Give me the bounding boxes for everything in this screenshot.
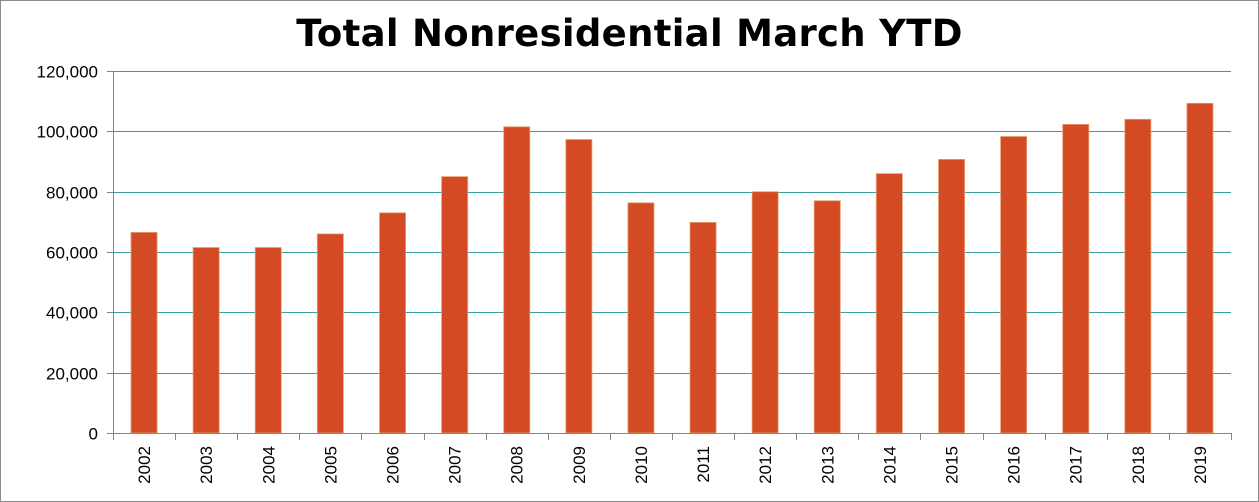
x-tick-label: 2008 (508, 446, 527, 484)
bar (1124, 118, 1152, 434)
bar (813, 200, 841, 434)
bar (1186, 102, 1214, 434)
bar (627, 202, 655, 434)
y-tick-label: 80,000 (46, 184, 98, 203)
bar (689, 221, 717, 434)
bar (192, 247, 220, 434)
bar (565, 139, 593, 434)
bar (875, 173, 903, 434)
bar (316, 233, 344, 434)
x-tick-label: 2014 (880, 446, 899, 484)
x-tick-label: 2019 (1191, 446, 1210, 484)
bars (130, 102, 1214, 434)
y-tick-label: 0 (89, 425, 98, 444)
chart-title: Total Nonresidential March YTD (296, 12, 963, 55)
y-tick-label: 120,000 (37, 63, 98, 82)
y-tick-label: 20,000 (46, 365, 98, 384)
x-tick-label: 2015 (943, 446, 962, 484)
x-tick-label: 2006 (384, 446, 403, 484)
y-axis-ticks: 0 20,000 40,000 60,000 80,000 100,000 120,000 (37, 63, 113, 444)
x-tick-label: 2009 (570, 446, 589, 484)
bar (751, 191, 779, 434)
y-tick-label: 40,000 (46, 304, 98, 323)
x-tick-label: 2017 (1067, 446, 1086, 484)
y-tick-label: 60,000 (46, 244, 98, 263)
bar (938, 158, 966, 434)
bar (1062, 124, 1090, 434)
x-tick-label: 2012 (756, 446, 775, 484)
bar (379, 212, 407, 434)
x-axis (113, 71, 1232, 440)
bar (254, 247, 282, 434)
x-tick-label: 2011 (694, 446, 713, 483)
x-axis-ticks: 2002 2003 2004 2005 2006 2007 2008 2009 2010 2011… (135, 446, 1210, 484)
x-tick-label: 2007 (446, 446, 465, 484)
bar (130, 231, 158, 434)
x-tick-label: 2004 (259, 446, 278, 484)
x-tick-label: 2005 (321, 446, 340, 484)
bar (1000, 136, 1028, 434)
x-tick-label: 2010 (632, 446, 651, 484)
bar (503, 126, 531, 434)
bar (441, 176, 469, 434)
gridlines (113, 71, 1231, 374)
x-tick-label: 2013 (818, 446, 837, 484)
y-tick-label: 100,000 (37, 123, 98, 142)
x-tick-label: 2016 (1005, 446, 1024, 484)
x-tick-label: 2003 (197, 446, 216, 484)
x-tick-label: 2002 (135, 446, 154, 484)
x-tick-label: 2018 (1129, 446, 1148, 484)
